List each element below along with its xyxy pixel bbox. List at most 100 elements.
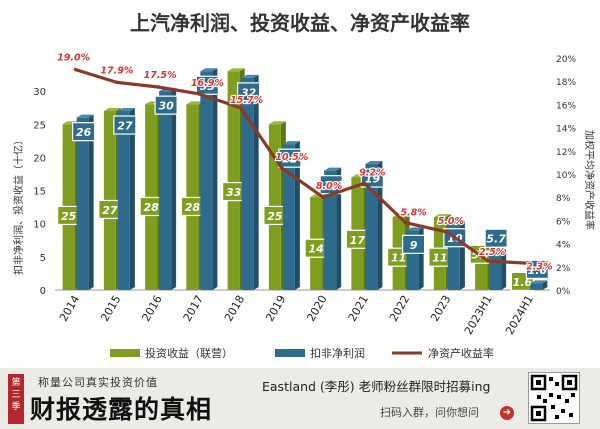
roe-label: 17.9%: [100, 65, 133, 76]
x-tick-label: 2023H1: [462, 293, 495, 337]
roe-label: 2.3%: [526, 261, 552, 272]
bar-net-profit-side: [88, 114, 94, 291]
bar-net-profit: [159, 91, 172, 291]
bar-label-box-profit: [360, 168, 384, 188]
bar-net-profit-side: [253, 74, 259, 290]
bar-net-profit: [530, 283, 543, 290]
bar-label-investment: 25: [61, 210, 77, 223]
x-tick-label: 2020: [304, 293, 329, 324]
season-badge: 第三季: [8, 374, 24, 424]
bar-net-profit-top: [200, 68, 218, 72]
y-right-tick: 10%: [556, 171, 576, 181]
bar-investment-top: [433, 214, 451, 218]
x-axis-labels: 2014 2015 2016 2017 2018 2019 2020 2021 2022 2023…: [57, 293, 536, 337]
roe-label: 5.0%: [438, 216, 464, 227]
roe-label: 9.2%: [359, 167, 385, 178]
bar-label-investment: 28: [143, 201, 159, 214]
bar-net-profit: [282, 144, 295, 290]
bar-label-profit: 1.0: [528, 264, 548, 277]
y-axis-right-label: 加权平均净资产收益率: [583, 130, 596, 230]
bar-investment-top: [103, 108, 121, 112]
bar-investment-top: [186, 101, 204, 105]
bar-label-box-profit: [154, 95, 178, 115]
roe-point: [238, 106, 243, 110]
bar-net-profit-side: [171, 88, 177, 291]
x-tick-label: 2021: [346, 293, 371, 324]
roe-point: [486, 259, 490, 263]
bar-label-profit: 18: [323, 179, 339, 192]
bar-net-profit: [365, 164, 378, 290]
legend-swatch-investment: [110, 349, 140, 357]
roe-point: [73, 67, 78, 72]
bar-net-profit-side: [129, 108, 135, 291]
bar-label-box-profit: [113, 115, 137, 135]
bars: 2526272728302833333225221418171911911105…: [57, 68, 549, 291]
x-tick-label: 2017: [181, 293, 206, 324]
bar-label-investment: 25: [267, 210, 283, 223]
bar-label-box-profit: [237, 82, 261, 102]
roe-point: [445, 230, 449, 234]
roe-line: [75, 68, 530, 265]
y-right-tick: 6%: [556, 217, 571, 227]
bar-net-profit-top: [117, 108, 135, 112]
bar-net-profit-side: [501, 249, 507, 290]
y-left-tick: 10: [33, 220, 46, 231]
x-tick-label: 2015: [98, 293, 123, 324]
y-left-tick: 5: [40, 253, 46, 264]
y-left-tick: 30: [33, 87, 46, 98]
roe-label: 17.5%: [144, 70, 177, 81]
bar-net-profit-top: [241, 74, 259, 78]
bar-label-profit: 30: [158, 100, 174, 113]
roe-label: 5.8%: [400, 208, 426, 219]
y-right-tick: 18%: [556, 78, 576, 88]
x-tick-label: 2024H1: [503, 293, 536, 337]
bar-investment-top: [227, 68, 245, 72]
bar-net-profit-top: [76, 114, 94, 118]
bar-label-profit: 5.7: [486, 233, 506, 246]
bar-net-profit: [324, 170, 337, 290]
footer-scan-text: 扫码入群，问你想问: [380, 406, 479, 419]
roe-point: [362, 181, 367, 186]
bar-label-box-profit: [402, 234, 426, 254]
bar-label-profit: 27: [117, 120, 133, 133]
roe-point: [403, 220, 408, 225]
y-right-tick: 8%: [556, 194, 571, 204]
y-right-tick: 14%: [556, 125, 576, 135]
bar-net-profit-side: [542, 280, 548, 290]
bar-net-profit: [200, 71, 213, 290]
arrow-right-icon: ➜: [500, 406, 514, 420]
x-tick-label: 2019: [263, 293, 288, 324]
legend-label-profit: 扣非净利润: [310, 346, 365, 360]
y-left-tick: 20: [33, 153, 46, 164]
bar-label-box-profit: [525, 259, 549, 279]
bar-label-box-profit: [278, 148, 302, 168]
roe-label: 15.7%: [230, 95, 263, 106]
bar-net-profit-side: [377, 161, 383, 290]
bar-label-investment: 11: [391, 252, 406, 265]
y-right-tick: 0%: [556, 287, 571, 297]
roe-label: 2.5%: [479, 247, 505, 258]
y-right-tick: 16%: [556, 101, 576, 111]
bar-label-box-profit: [195, 75, 219, 95]
footer-author: Eastland (李彤) 老师粉丝群限时招募ing: [262, 379, 491, 394]
bar-label-investment: 14: [308, 243, 323, 256]
bar-net-profit-side: [336, 167, 342, 290]
bar-label-profit: 22: [282, 153, 298, 166]
footer-slogan: 称量公司真实投资价值: [38, 376, 158, 389]
bar-label-investment: 27: [102, 204, 118, 217]
bar-net-profit: [117, 111, 130, 291]
y-axis-ticks: 0 5 10 15 20 25 30 0% 2% 4% 6% 8% 10% 12% 14% 16% 18% 20%: [33, 55, 576, 297]
x-tick-label: 2016: [139, 293, 164, 324]
roe-point: [197, 92, 202, 96]
y-left-tick: 25: [33, 120, 46, 131]
bar-label-profit: 19: [365, 173, 381, 186]
legend-label-investment: 投资收益（联营）: [145, 346, 233, 360]
bar-label-box-profit: [72, 122, 96, 142]
y-right-tick: 12%: [556, 148, 576, 158]
roe-label: 8.0%: [316, 181, 342, 192]
roe-point: [527, 261, 532, 266]
bar-net-profit-top: [324, 167, 342, 171]
roe-point: [115, 80, 119, 85]
bar-investment: [227, 71, 240, 290]
x-tick-label: 2018: [222, 293, 247, 324]
